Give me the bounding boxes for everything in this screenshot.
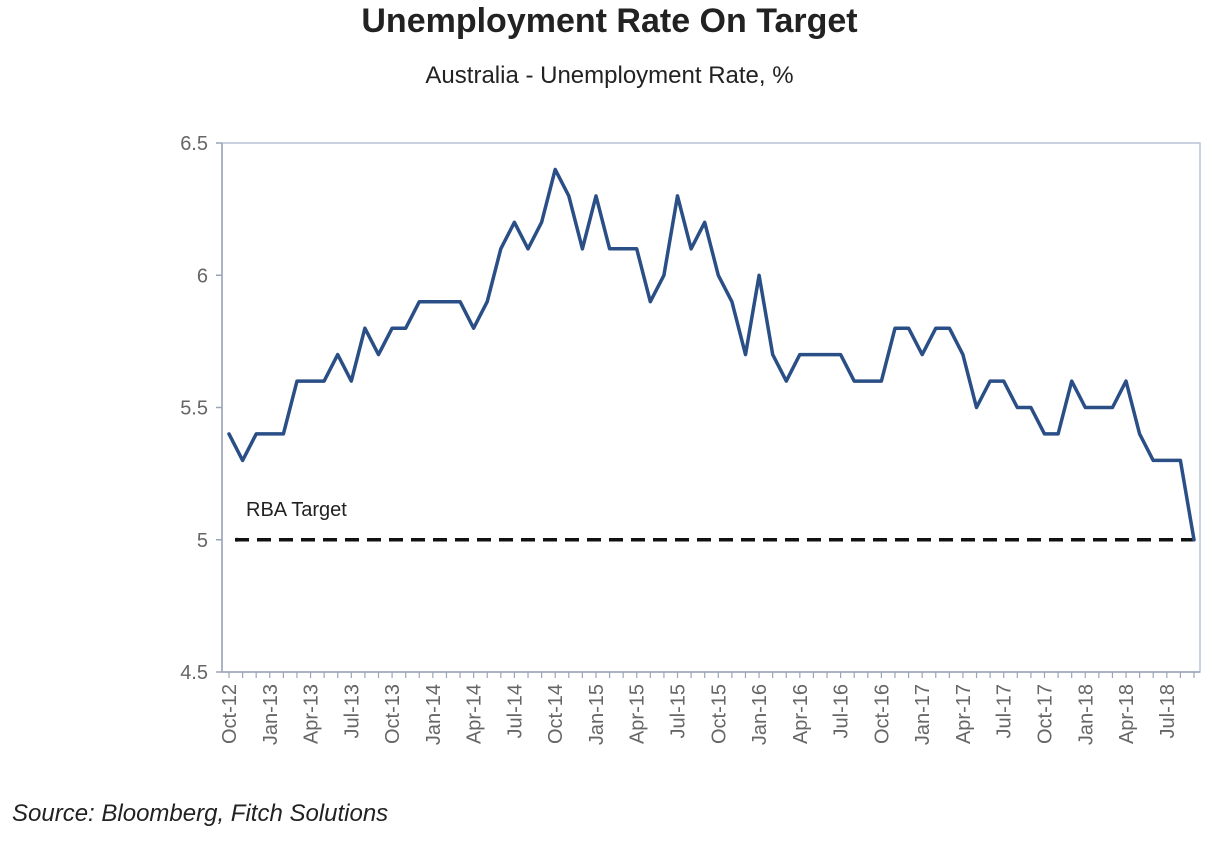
- x-tick-label: Jan-16: [749, 684, 771, 745]
- rba-target-label: RBA Target: [246, 499, 347, 521]
- x-tick-label: Oct-15: [708, 684, 730, 744]
- x-tick-label: Apr-13: [301, 684, 323, 744]
- x-tick-label: Oct-17: [1034, 684, 1056, 744]
- target-layer: RBA Target: [235, 499, 1194, 542]
- plot-frame: [221, 142, 1201, 673]
- y-tick-label: 5: [197, 530, 208, 552]
- chart-title: Unemployment Rate On Target: [361, 2, 858, 40]
- source-note: Source: Bloomberg, Fitch Solutions: [12, 800, 389, 827]
- chart-subtitle: Australia - Unemployment Rate, %: [425, 62, 794, 89]
- x-tick-label: Apr-18: [1116, 684, 1138, 744]
- x-tick-label: Jul-14: [504, 684, 526, 738]
- x-tick-label: Jul-17: [994, 684, 1016, 738]
- x-axis-labels: Oct-12 Jan-13 Apr-13 Jul-13 Oct-13 Jan-14 Apr-…: [219, 684, 1179, 745]
- x-tick-label: Apr-17: [953, 684, 975, 744]
- chart-axes: [216, 142, 1201, 678]
- x-tick-label: Oct-14: [545, 684, 567, 744]
- rba-target-dot: [235, 537, 239, 542]
- x-tick-label: Oct-12: [219, 684, 241, 744]
- x-tick-label: Jan-18: [1075, 684, 1097, 745]
- series-layer: [227, 167, 1196, 542]
- x-tick-label: Oct-16: [871, 684, 893, 744]
- x-tick-label: Oct-13: [382, 684, 404, 744]
- unemployment-series-line: [227, 167, 1196, 542]
- x-tick-label: Jan-17: [912, 684, 934, 745]
- y-tick-label: 4.5: [180, 662, 208, 684]
- x-tick-label: Jul-15: [668, 684, 690, 738]
- x-tick-label: Jan-14: [423, 684, 445, 745]
- y-tick-label: 5.5: [180, 398, 208, 420]
- y-tick-label: 6.5: [180, 133, 208, 155]
- x-tick-label: Jul-16: [831, 684, 853, 738]
- x-tick-label: Jan-15: [586, 684, 608, 745]
- x-tick-label: Jul-18: [1157, 684, 1179, 738]
- x-tick-label: Apr-15: [627, 684, 649, 744]
- x-tick-label: Jul-13: [341, 684, 363, 738]
- y-tick-label: 6: [197, 265, 208, 287]
- x-tick-label: Apr-14: [464, 684, 486, 744]
- x-tick-label: Apr-16: [790, 684, 812, 744]
- y-axis-labels: 4.5 5 5.5 6 6.5: [180, 133, 208, 684]
- x-tick-label: Jan-13: [260, 684, 282, 745]
